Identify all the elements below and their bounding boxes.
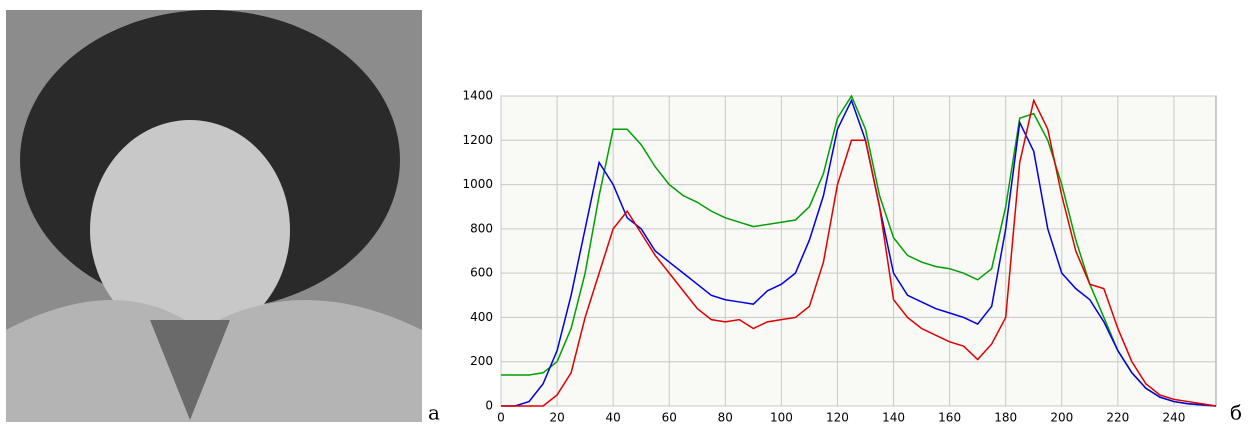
x-tick-label: 220 xyxy=(1106,411,1129,425)
y-tick-label: 0 xyxy=(485,399,493,413)
x-tick-label: 80 xyxy=(718,411,733,425)
y-tick-label: 1400 xyxy=(462,89,493,103)
image-label: а xyxy=(428,401,440,425)
series-line xyxy=(501,94,1217,407)
series-line xyxy=(501,98,1217,407)
x-tick-label: 200 xyxy=(1050,411,1073,425)
x-tick-label: 60 xyxy=(662,411,677,425)
x-tick-label: 180 xyxy=(994,411,1017,425)
x-tick-label: 240 xyxy=(1162,411,1185,425)
series-line xyxy=(501,98,1217,407)
x-tick-label: 140 xyxy=(882,411,905,425)
x-tick-label: 160 xyxy=(938,411,961,425)
y-tick-label: 400 xyxy=(470,310,493,324)
y-tick-label: 800 xyxy=(470,221,493,235)
y-tick-label: 200 xyxy=(470,354,493,368)
plot-area xyxy=(500,95,1217,407)
y-tick-label: 600 xyxy=(470,266,493,280)
x-tick-label: 20 xyxy=(549,411,564,425)
x-tick-label: 100 xyxy=(770,411,793,425)
y-tick-label: 1200 xyxy=(462,133,493,147)
y-tick-label: 1000 xyxy=(462,177,493,191)
chart-label: б xyxy=(1230,401,1242,425)
x-tick-label: 0 xyxy=(497,411,505,425)
x-tick-label: 120 xyxy=(826,411,849,425)
x-tick-label: 40 xyxy=(606,411,621,425)
photo xyxy=(6,10,422,422)
